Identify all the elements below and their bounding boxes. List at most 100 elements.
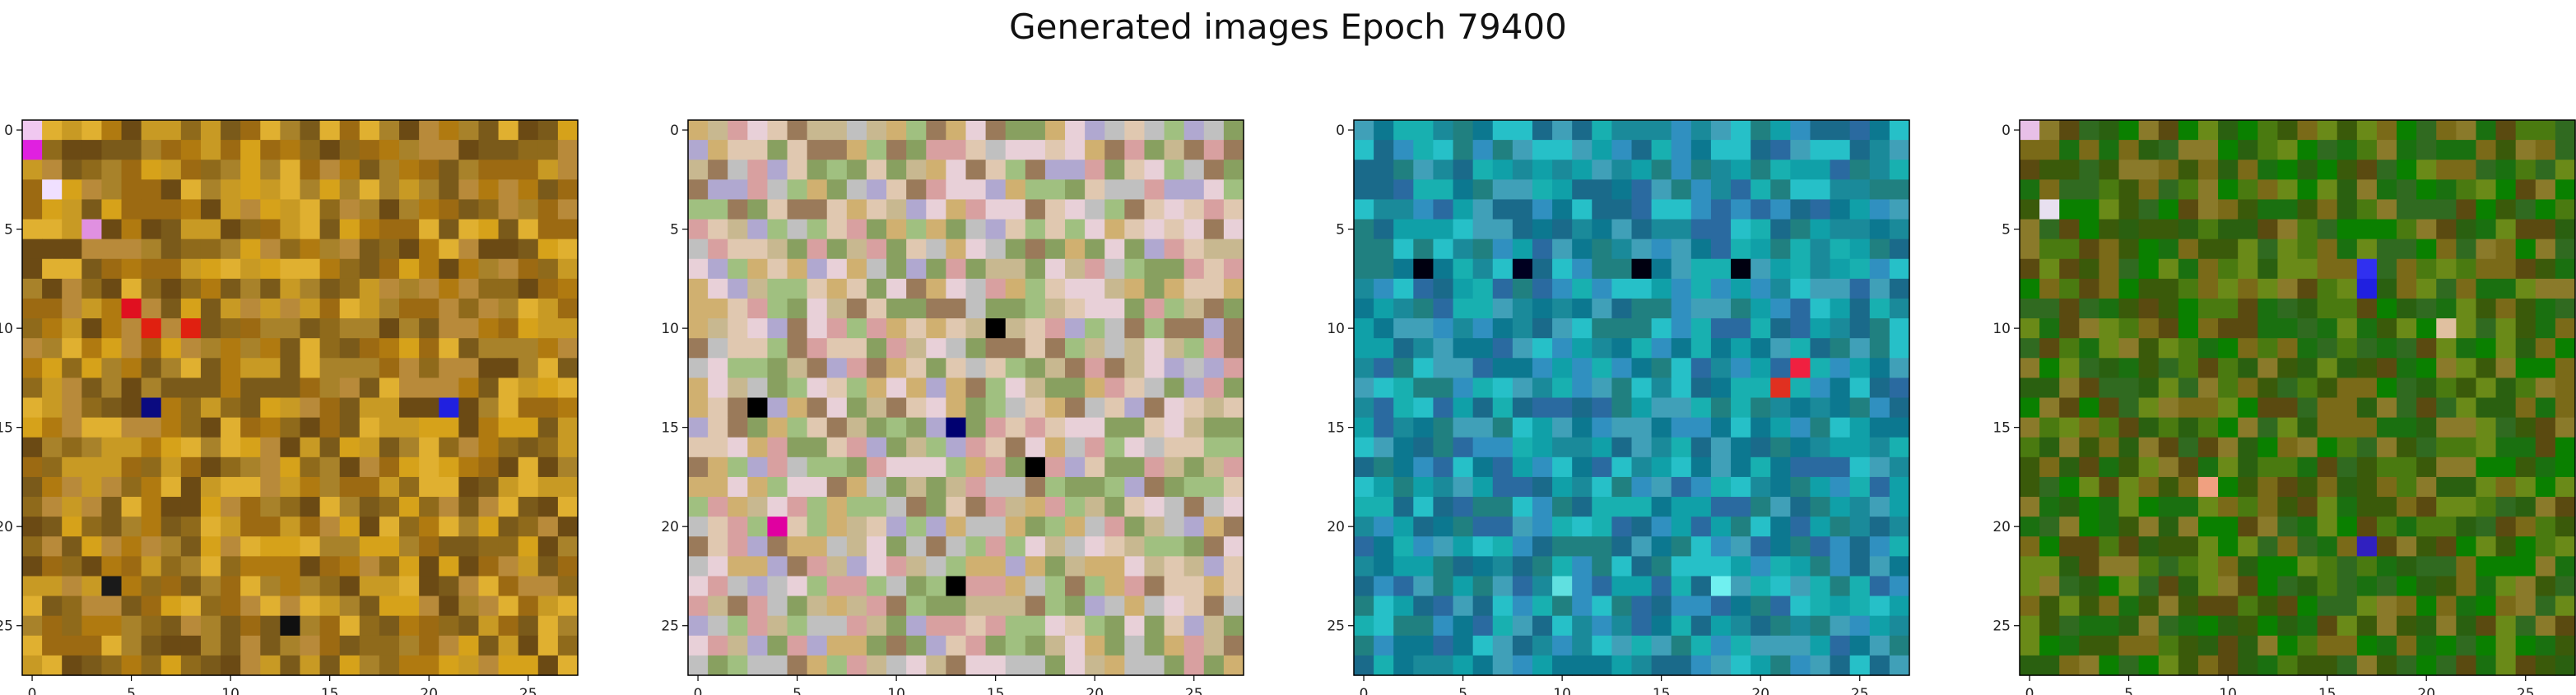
- pixel-cell: [946, 456, 967, 478]
- pixel-cell: [319, 517, 341, 537]
- pixel-cell: [1354, 278, 1374, 299]
- pixel-cell: [2238, 417, 2258, 438]
- pixel-cell: [767, 615, 788, 637]
- pixel-cell: [1651, 417, 1672, 438]
- pixel-cell: [2535, 378, 2556, 399]
- pixel-cell: [359, 179, 380, 201]
- pixel-cell: [1849, 497, 1871, 517]
- pixel-cell: [1025, 655, 1046, 676]
- pixel-cell: [319, 437, 341, 458]
- pixel-cell: [688, 199, 709, 220]
- pixel-cell: [2059, 338, 2080, 359]
- pixel-cell: [826, 298, 848, 319]
- pixel-cell: [478, 397, 500, 419]
- pixel-cell: [2317, 338, 2338, 359]
- pixel-cell: [1731, 199, 1751, 220]
- pixel-cell: [2178, 219, 2199, 240]
- pixel-cell: [2297, 437, 2318, 458]
- pixel-cell: [399, 517, 420, 537]
- pixel-cell: [498, 199, 519, 220]
- pixel-cell: [2535, 199, 2556, 220]
- pixel-cell: [22, 278, 43, 299]
- pixel-cell: [747, 517, 769, 537]
- pixel-cell: [2277, 318, 2299, 339]
- pixel-cell: [2476, 160, 2497, 180]
- pixel-cell: [1203, 556, 1225, 577]
- pixel-cell: [141, 298, 162, 319]
- pixel-cell: [926, 615, 946, 637]
- pixel-cell: [1869, 258, 1890, 280]
- pixel-cell: [498, 536, 519, 557]
- pixel-cell: [1433, 476, 1454, 498]
- pixel-cell: [280, 556, 301, 577]
- pixel-cell: [458, 556, 480, 577]
- pixel-cell: [2138, 179, 2160, 201]
- pixel-cell: [1413, 576, 1434, 597]
- pixel-cell: [2416, 635, 2437, 656]
- pixel-cell: [160, 456, 182, 478]
- pixel-cell: [359, 556, 380, 577]
- pixel-cell: [240, 120, 261, 141]
- pixel-cell: [1124, 397, 1146, 419]
- pixel-cell: [22, 120, 43, 141]
- pixel-cell: [2535, 536, 2556, 557]
- pixel-cell: [1005, 160, 1026, 180]
- pixel-cell: [728, 258, 748, 280]
- pixel-cell: [2099, 239, 2120, 260]
- pixel-cell: [537, 595, 559, 617]
- pixel-cell: [1044, 437, 1066, 458]
- pixel-cell: [2397, 378, 2417, 399]
- pixel-cell: [787, 635, 808, 656]
- pixel-cell: [1690, 635, 1712, 656]
- pixel-cell: [1690, 239, 1712, 260]
- pixel-cell: [1492, 556, 1514, 577]
- pixel-cell: [42, 635, 63, 656]
- pixel-cell: [1611, 437, 1633, 458]
- pixel-cell: [1710, 239, 1732, 260]
- pixel-cell: [2238, 160, 2258, 180]
- pixel-cell: [846, 358, 867, 378]
- pixel-cell: [1374, 655, 1394, 676]
- pixel-cell: [121, 318, 142, 339]
- pixel-cell: [1433, 536, 1454, 557]
- pixel-cell: [458, 456, 480, 478]
- pixel-cell: [518, 219, 539, 240]
- pixel-cell: [2535, 358, 2556, 378]
- pixel-cell: [846, 655, 867, 676]
- pixel-cell: [1183, 239, 1205, 260]
- pixel-cell: [1512, 358, 1533, 378]
- pixel-cell: [180, 655, 202, 676]
- pixel-cell: [339, 239, 360, 260]
- pixel-cell: [747, 456, 769, 478]
- pixel-cell: [985, 318, 1007, 339]
- pixel-cell: [1790, 456, 1811, 478]
- pixel-cell: [2297, 497, 2318, 517]
- pixel-cell: [1552, 140, 1573, 160]
- pixel-cell: [180, 120, 202, 141]
- pixel-cell: [81, 338, 103, 359]
- pixel-cell: [1433, 517, 1454, 537]
- pixel-cell: [1044, 576, 1066, 597]
- pixel-cell: [1512, 179, 1533, 201]
- pixel-cell: [379, 258, 400, 280]
- pixel-cell: [1413, 556, 1434, 577]
- pixel-cell: [1354, 615, 1374, 637]
- pixel-cell: [1592, 318, 1612, 339]
- pixel-cell: [498, 556, 519, 577]
- pixel-cell: [81, 140, 103, 160]
- pixel-cell: [926, 219, 946, 240]
- pixel-cell: [728, 278, 748, 299]
- pixel-cell: [160, 576, 182, 597]
- pixel-cell: [2495, 199, 2517, 220]
- pixel-cell: [1104, 179, 1125, 201]
- pixel-cell: [1124, 635, 1146, 656]
- pixel-cell: [439, 219, 459, 240]
- pixel-cell: [2118, 635, 2140, 656]
- pixel-cell: [1203, 595, 1225, 617]
- pixel-cell: [1124, 358, 1146, 378]
- pixel-cell: [2138, 476, 2160, 498]
- pixel-cell: [728, 338, 748, 359]
- pixel-cell: [1433, 358, 1454, 378]
- pixel-cell: [498, 278, 519, 299]
